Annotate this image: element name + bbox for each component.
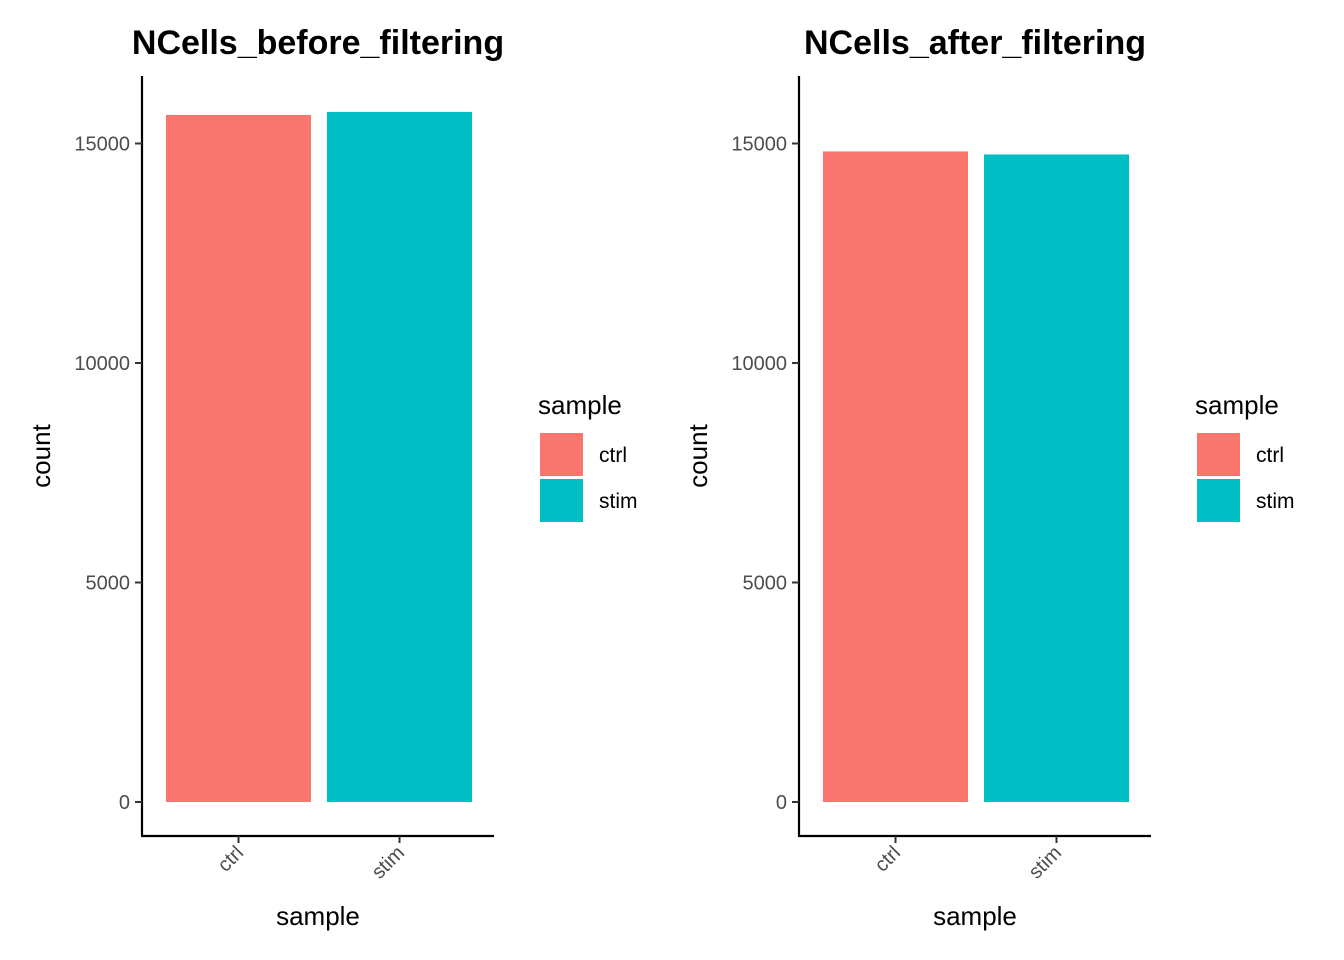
bar-stim — [984, 154, 1129, 803]
legend-label: stim — [599, 490, 638, 513]
y-tick-label: 15000 — [731, 134, 787, 156]
legend-title: sample — [538, 390, 622, 420]
chart-title: NCells_after_filtering — [804, 24, 1146, 62]
y-tick-label: 15000 — [74, 134, 130, 156]
legend-key-stim — [1197, 479, 1240, 522]
chart-title: NCells_before_filtering — [132, 24, 504, 62]
bar-ctrl — [166, 114, 311, 803]
y-axis-title: count — [26, 423, 56, 487]
x-tick-label: ctrl — [871, 842, 905, 876]
legend-label: ctrl — [1256, 444, 1284, 467]
y-tick-label: 10000 — [74, 353, 130, 375]
legend-label: stim — [1256, 490, 1295, 513]
y-tick-label: 0 — [776, 792, 787, 814]
y-tick-label: 0 — [119, 792, 130, 814]
chart-panel-2: NCells_after_filtering 0 5000 10000 15000 ctr… — [683, 24, 1295, 931]
x-axis-title: sample — [933, 901, 1017, 931]
legend: sample ctrl stim — [538, 390, 638, 522]
legend: sample ctrl stim — [1195, 390, 1295, 522]
legend-key-ctrl — [1197, 433, 1240, 476]
legend-key-ctrl — [540, 433, 583, 476]
x-tick-label: stim — [368, 842, 409, 883]
x-axis-title: sample — [276, 901, 360, 931]
y-tick-label: 5000 — [86, 573, 131, 595]
y-tick-label: 10000 — [731, 353, 787, 375]
legend-title: sample — [1195, 390, 1279, 420]
legend-key-stim — [540, 479, 583, 522]
y-tick-label: 5000 — [743, 573, 788, 595]
x-tick-label: stim — [1025, 842, 1066, 883]
chart-panel-1: NCells_before_filtering 0 5000 10000 15000 ct… — [26, 24, 638, 931]
bar-ctrl — [823, 151, 968, 803]
y-axis-title: count — [683, 423, 713, 487]
legend-label: ctrl — [599, 444, 627, 467]
bar-stim — [327, 111, 472, 803]
x-tick-label: ctrl — [214, 842, 248, 876]
